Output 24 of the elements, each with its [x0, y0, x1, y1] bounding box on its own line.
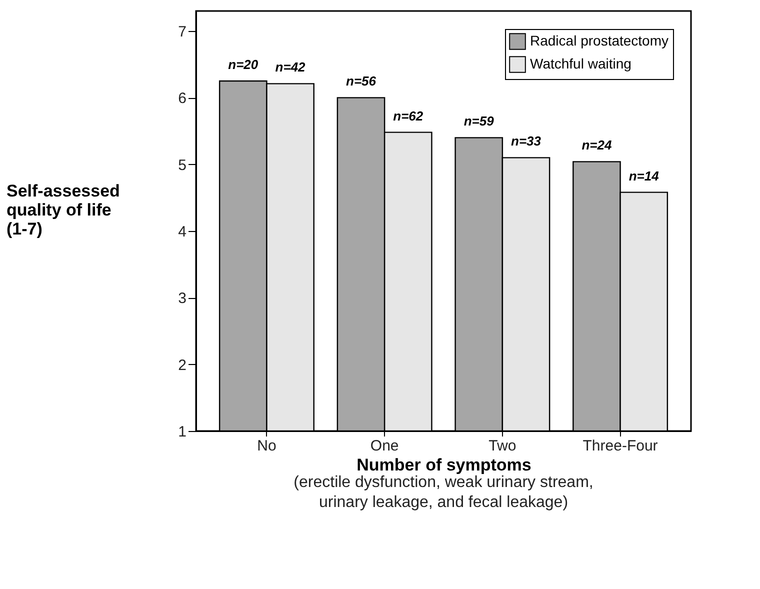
x-tick-label: One — [370, 438, 399, 454]
y-tick-label: 6 — [178, 90, 186, 108]
x-tick-label: No — [257, 438, 276, 454]
y-axis-title: Self-assessed quality of life (1-7) — [6, 182, 120, 238]
text: (erectile dysfunction, weak urinary stream, urinary leakage, and fecal leakage) — [294, 474, 594, 511]
annotation: n=14 — [628, 168, 660, 184]
annotation: n=33 — [511, 134, 542, 149]
annotation: n=42 — [275, 60, 306, 75]
x-tick-label: Two — [488, 438, 516, 454]
y-tick-label: 5 — [178, 156, 186, 174]
annotation: n=20 — [228, 57, 259, 72]
annotation: n=24 — [582, 138, 612, 153]
x-tick-label: Three-Four — [582, 438, 658, 454]
x-axis-title: Number of symptoms — [356, 456, 532, 474]
y-tick-label: 1 — [178, 424, 186, 440]
y-tick-label: 3 — [178, 290, 186, 308]
legend-label: Watchful waiting — [530, 56, 632, 72]
y-tick-label: 7 — [178, 24, 186, 40]
legend-label: Radical prostatectomy — [530, 32, 669, 48]
annotation: n=59 — [464, 114, 495, 129]
annotation: n=56 — [346, 74, 377, 89]
annotation: n=62 — [393, 108, 424, 124]
y-tick-label: 4 — [178, 224, 186, 240]
y-tick-label: 2 — [178, 356, 186, 374]
